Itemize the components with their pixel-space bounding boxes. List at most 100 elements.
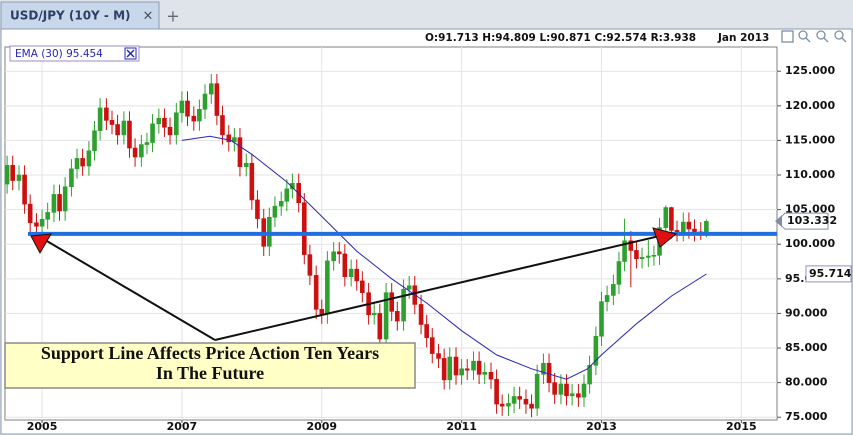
candle-body	[471, 360, 476, 371]
candle-body	[604, 295, 610, 302]
candle-body	[232, 137, 237, 143]
candle-body	[599, 301, 604, 337]
candle-body	[459, 368, 464, 376]
candle-body	[593, 335, 599, 366]
candle-body	[174, 112, 179, 136]
candle-body	[139, 144, 144, 158]
candle-body	[499, 403, 505, 407]
x-tick-label: 2007	[167, 420, 198, 433]
ema-marker	[805, 265, 852, 283]
candle-body	[62, 186, 68, 212]
candle-body	[197, 108, 202, 122]
last-price-marker	[776, 212, 829, 230]
candle-body	[214, 83, 220, 116]
candle-body	[4, 165, 10, 185]
y-tick-label: 105.000	[785, 203, 835, 216]
candle-body	[307, 254, 313, 276]
y-tick-label: 80.000	[785, 376, 828, 389]
candle-body	[686, 221, 692, 230]
candle-body	[336, 251, 342, 255]
candle-body	[132, 147, 138, 158]
candle-body	[534, 374, 540, 409]
candle-body	[488, 371, 494, 380]
candle-body	[51, 194, 57, 213]
candle-body	[243, 162, 249, 168]
candle-body	[429, 337, 435, 354]
candle-body	[354, 268, 360, 282]
candle-body	[558, 383, 564, 395]
candle-body	[220, 115, 225, 136]
tab[interactable]	[0, 1, 160, 30]
ema-marker-label: 95.714	[809, 267, 852, 280]
candle-body	[424, 324, 429, 338]
candle-body	[441, 358, 447, 381]
candle-body	[680, 221, 686, 233]
zoom-in[interactable]	[798, 30, 808, 40]
candle-body	[156, 117, 162, 125]
candle-body	[144, 142, 150, 145]
candle-body	[611, 284, 616, 296]
last-price-arrow	[775, 215, 782, 228]
candle-body	[104, 107, 109, 121]
candle-body	[447, 356, 453, 381]
candle-body	[506, 403, 511, 407]
candle-body	[267, 216, 272, 247]
candle-body	[325, 260, 330, 315]
candle-body	[191, 115, 197, 122]
candle-body	[436, 353, 441, 359]
candle-body	[109, 120, 115, 125]
y-tick-label: 100.000	[785, 237, 835, 250]
y-tick-label: 110.000	[785, 168, 835, 181]
candle-body	[663, 207, 669, 228]
candle-body	[10, 165, 15, 181]
add-tab[interactable]: +	[166, 7, 179, 26]
candle-body	[453, 356, 459, 376]
x-tick-label: 2011	[446, 420, 477, 433]
candle-body	[34, 222, 39, 227]
candle-body	[348, 268, 354, 278]
candle-body	[301, 202, 307, 255]
candle-body	[634, 250, 639, 260]
annotation-line: Support Line Affects Price Action Ten Ye…	[41, 343, 379, 363]
candle-body	[389, 292, 394, 312]
y-tick-label: 125.000	[785, 64, 835, 77]
candle-body	[226, 134, 232, 143]
candle-body	[278, 201, 284, 207]
y-tick-label: 120.000	[785, 99, 835, 112]
legend-close-icon	[126, 49, 135, 58]
zoom-out[interactable]	[816, 30, 826, 40]
candle-body	[494, 378, 499, 405]
candle-body	[249, 162, 255, 201]
candle-body	[482, 371, 488, 375]
tab-close[interactable]: ×	[143, 9, 154, 24]
candle-body	[674, 230, 680, 233]
candle-body	[97, 107, 103, 132]
reset-button[interactable]	[781, 30, 794, 43]
candle-body	[208, 83, 214, 95]
candle-body	[692, 228, 697, 233]
candle-body	[27, 203, 33, 224]
candle-body	[69, 168, 74, 188]
candle-body	[319, 308, 325, 315]
candle-body	[127, 120, 132, 149]
candle-body	[418, 304, 424, 325]
candle-body	[342, 253, 348, 278]
zoom-fit[interactable]	[834, 30, 844, 40]
candle-body	[401, 288, 406, 322]
candle-body	[569, 393, 575, 397]
ohlc-info: O:91.713 H:94.809 L:90.871 C:92.574 R:3.…	[425, 32, 696, 44]
candle-body	[639, 257, 645, 260]
candle-body	[237, 137, 243, 168]
candle-body	[57, 194, 62, 212]
candle-body	[581, 383, 587, 398]
y-tick-label: 90.000	[785, 306, 828, 319]
x-tick-label: 2005	[27, 420, 58, 433]
candle-body	[669, 207, 674, 231]
candle-body	[121, 120, 127, 136]
annotation-arrows	[30, 227, 678, 341]
candle-body	[552, 382, 557, 395]
candle-body	[587, 365, 592, 385]
x-tick-label: 2013	[586, 420, 617, 433]
